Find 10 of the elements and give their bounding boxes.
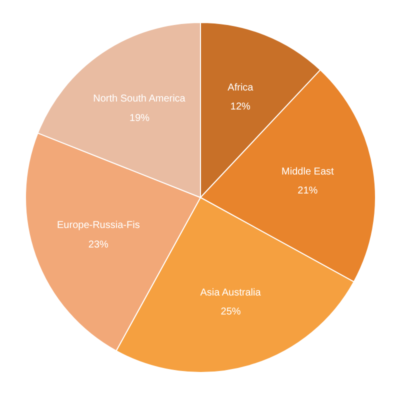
data-label: 25%: [220, 306, 241, 318]
data-label: 23%: [88, 239, 109, 250]
slice-label: Asia Australia: [200, 287, 262, 298]
slice-label: Middle East: [282, 166, 334, 178]
slice-label: North South America: [93, 94, 186, 105]
slice-label: Africa: [228, 82, 254, 94]
data-label: 19%: [130, 112, 150, 124]
data-label: 12%: [230, 102, 251, 113]
slice-label: Europe-Russia-Fis: [57, 220, 140, 232]
data-label: 21%: [298, 186, 318, 197]
